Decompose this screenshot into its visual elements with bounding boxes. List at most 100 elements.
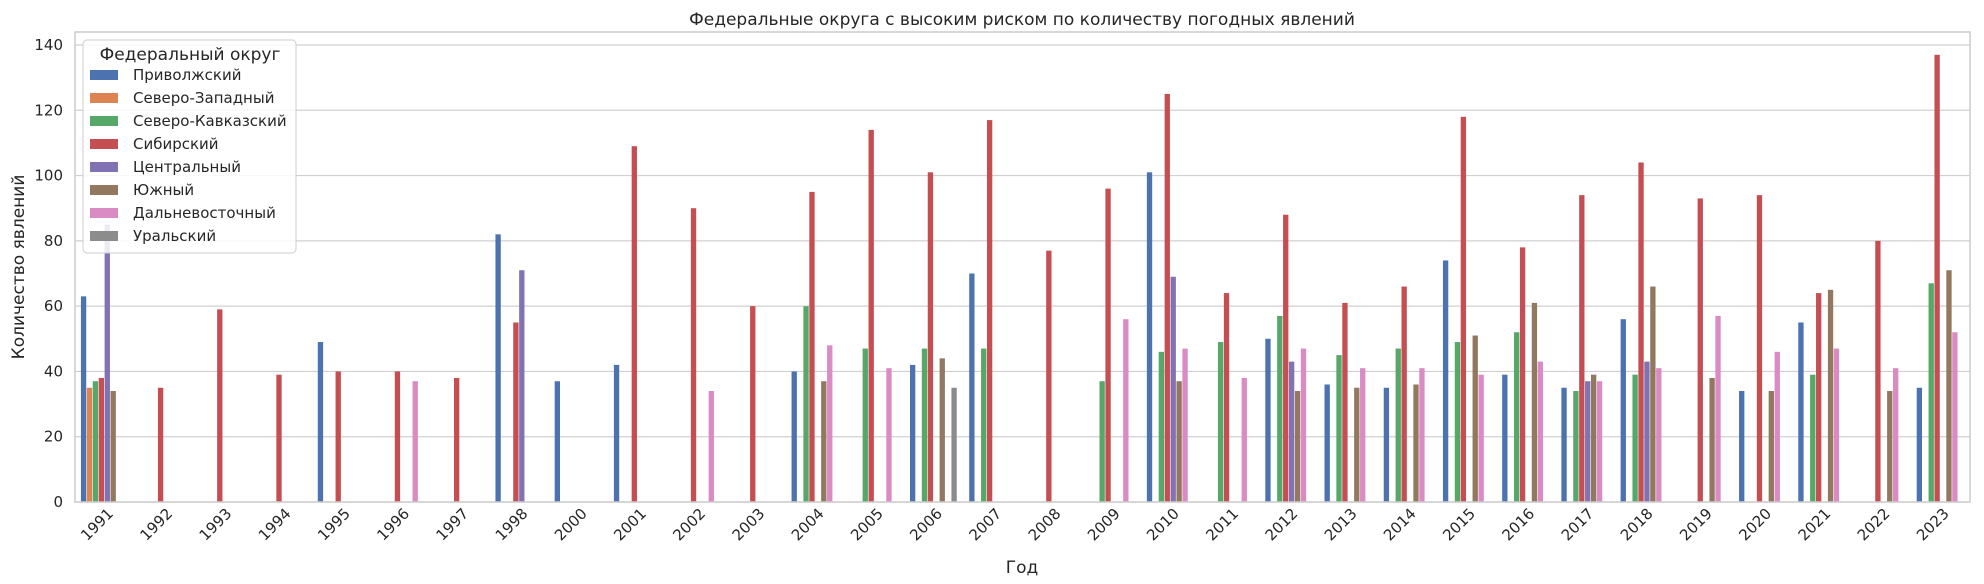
bar: [98, 377, 105, 502]
bar: [1952, 332, 1958, 502]
bar: [1934, 54, 1940, 503]
x-tick-label: 2005: [847, 505, 887, 545]
x-tick-label: 1993: [196, 505, 236, 545]
bar: [1887, 391, 1893, 502]
legend-box: [82, 39, 297, 254]
bar: [1413, 384, 1419, 502]
bar: [1395, 348, 1401, 502]
bar: [1099, 381, 1105, 502]
bar: [1768, 391, 1774, 502]
bar: [1146, 172, 1153, 503]
x-tick-label: 2021: [1795, 505, 1835, 545]
bar: [613, 364, 620, 502]
x-tick-label: 2019: [1676, 505, 1716, 545]
bar: [1217, 342, 1224, 502]
bar: [513, 322, 519, 502]
bar: [1182, 348, 1188, 502]
bar: [921, 348, 928, 502]
x-tick-label: 2014: [1380, 505, 1420, 545]
legend-swatch: [90, 208, 118, 218]
x-tick-label: 2016: [1498, 505, 1538, 545]
bar: [1170, 276, 1176, 502]
x-tick-label: 2007: [965, 505, 1005, 545]
bar: [394, 371, 401, 502]
bar: [969, 273, 975, 502]
bar: [631, 146, 637, 502]
plot-frame: [74, 31, 1971, 503]
x-tick-label: 2015: [1439, 505, 1479, 545]
x-tick-label: 2017: [1558, 505, 1598, 545]
legend-entry: Южный: [133, 181, 194, 199]
bar: [1283, 214, 1289, 502]
legend-entry: Северо-Кавказский: [133, 112, 287, 130]
x-tick-label: 1996: [373, 505, 413, 545]
chart-title: Федеральные округа с высоким риском по к…: [689, 10, 1355, 30]
bar: [1875, 240, 1881, 502]
x-tick-label: 2018: [1617, 505, 1657, 545]
x-tick-label: 2013: [1321, 505, 1361, 545]
bar: [1928, 283, 1934, 502]
bar: [157, 387, 164, 502]
y-tick-label: 20: [44, 428, 63, 446]
bar: [1827, 289, 1834, 502]
bar: [92, 381, 99, 502]
bar: [519, 270, 525, 502]
bar: [554, 381, 560, 502]
bar: [1478, 374, 1484, 502]
bar: [791, 371, 797, 502]
bar: [86, 387, 93, 502]
x-tick-label: 2006: [906, 505, 946, 545]
bar: [986, 120, 993, 502]
bar: [981, 348, 987, 502]
x-tick-label: 1997: [433, 505, 473, 545]
y-tick-label: 40: [44, 362, 63, 380]
legend-entry: Сибирский: [133, 135, 219, 153]
x-tick-label: 1994: [255, 505, 295, 545]
legend-entry: Уральский: [133, 227, 216, 245]
bar: [1531, 302, 1538, 502]
bar: [1442, 260, 1449, 502]
bar: [495, 234, 501, 503]
bar: [927, 172, 934, 503]
bar: [1591, 374, 1597, 502]
legend-swatch: [90, 185, 118, 195]
bar: [909, 364, 916, 502]
x-tick-label: 2010: [1143, 505, 1183, 545]
bar: [80, 296, 87, 502]
bar: [335, 371, 341, 502]
bar: [1223, 293, 1230, 502]
x-tick-label: 2020: [1735, 505, 1775, 545]
bar: [1596, 381, 1603, 502]
bar: [104, 224, 110, 503]
bar: [750, 306, 756, 502]
legend-swatch: [90, 70, 118, 80]
bar: [690, 208, 697, 502]
bar: [1810, 374, 1816, 502]
bar: [951, 387, 957, 502]
y-tick-label: 100: [34, 167, 63, 185]
legend-entry: Дальневосточный: [133, 204, 276, 222]
x-tick-label: 2011: [1202, 505, 1242, 545]
legend-title: Федеральный округ: [100, 45, 281, 65]
bar: [809, 191, 815, 502]
bar: [1324, 384, 1330, 502]
x-tick-label: 2008: [1025, 505, 1065, 545]
bar: [217, 309, 223, 502]
bar: [317, 342, 324, 502]
x-axis-label: Год: [1006, 558, 1039, 578]
x-tick-label: 2003: [729, 505, 769, 545]
bar: [708, 391, 714, 502]
bar: [1644, 361, 1650, 502]
x-tick-label: 2022: [1854, 505, 1894, 545]
x-tick-label: 2004: [788, 505, 828, 545]
bar: [1265, 338, 1271, 502]
bar: [1294, 391, 1301, 502]
bar: [1579, 195, 1585, 502]
bar: [110, 391, 116, 502]
bar: [1383, 387, 1390, 502]
grid-lines: [75, 44, 1970, 503]
bar: [1561, 387, 1567, 502]
y-tick-label: 60: [44, 297, 63, 315]
bar: [1798, 322, 1804, 502]
legend-swatch: [90, 231, 118, 241]
